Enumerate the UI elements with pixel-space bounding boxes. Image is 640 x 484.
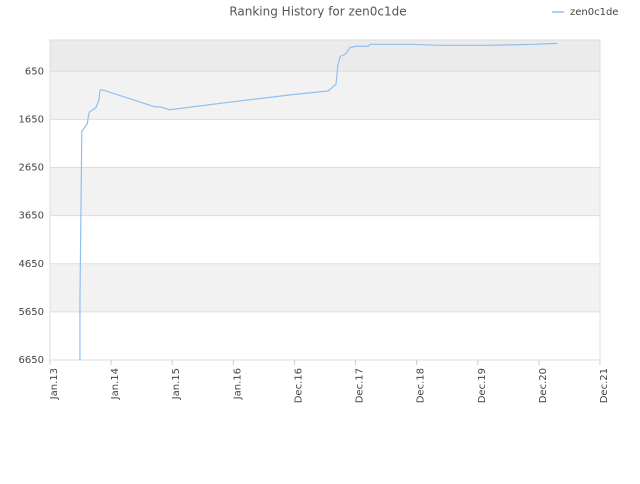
x-tick-label: Dec.20: [538, 368, 549, 403]
x-tick-label: Dec.19: [477, 368, 488, 403]
plot-band: [50, 311, 600, 360]
chart-title: Ranking History for zen0c1de: [229, 5, 406, 19]
y-tick-label: 5650: [19, 307, 44, 318]
y-tick-label: 3650: [19, 211, 44, 222]
y-tick-label: 6650: [19, 355, 44, 366]
x-tick-label: Jan.16: [232, 368, 243, 400]
x-tick-label: Jan.13: [49, 368, 60, 400]
legend-label: zen0c1de: [570, 7, 618, 18]
x-tick-label: Dec.17: [355, 368, 366, 403]
x-tick-label: Jan.14: [110, 368, 121, 400]
plot-band: [50, 215, 600, 264]
data-line: [79, 42, 558, 360]
x-tick-label: Dec.18: [416, 368, 427, 403]
x-tick-label: Dec.16: [293, 368, 304, 403]
plot-band: [50, 167, 600, 216]
y-tick-label: 1650: [19, 114, 44, 125]
plot-band: [50, 263, 600, 312]
y-tick-label: 650: [25, 66, 44, 77]
x-tick-label: Dec.21: [599, 368, 610, 403]
y-tick-label: 4650: [19, 259, 44, 270]
x-tick-label: Jan.15: [171, 368, 182, 400]
plot-band: [50, 119, 600, 168]
y-tick-label: 2650: [19, 163, 44, 174]
plot-band: [50, 71, 600, 120]
